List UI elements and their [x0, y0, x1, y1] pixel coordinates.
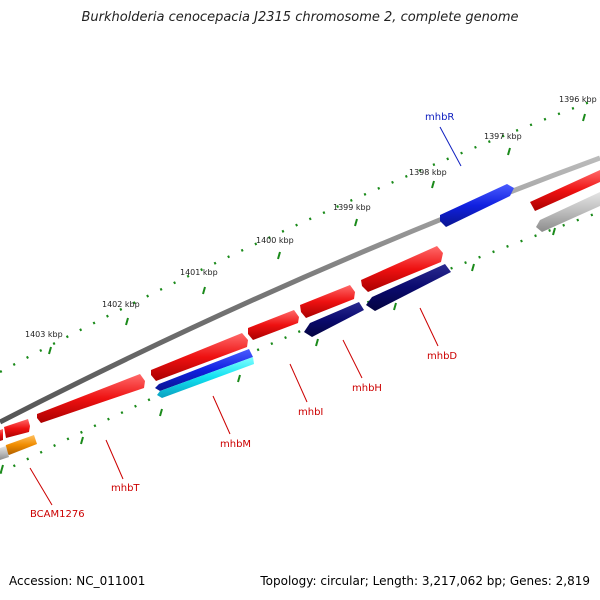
label-leaders — [29, 126, 462, 506]
gene-reverse[interactable] — [0, 446, 9, 460]
gene-reverse[interactable] — [536, 192, 600, 232]
gene-forward[interactable] — [0, 429, 3, 441]
gene-label-mhbR[interactable]: mhbR — [425, 112, 454, 123]
gene-reverse-mhbR[interactable] — [440, 184, 514, 227]
tick-label: 1402 kbp — [102, 300, 140, 309]
tick-label: 1400 kbp — [256, 236, 294, 245]
gene-reverse[interactable] — [304, 302, 364, 337]
forward-genes — [0, 170, 600, 441]
tick-label: 1397 kbp — [484, 132, 522, 141]
gene-forward[interactable] — [361, 246, 443, 292]
outer-ruler-ticks — [48, 113, 586, 355]
gene-label-mhbT[interactable]: mhbT — [111, 483, 140, 494]
genome-summary-text: Topology: circular; Length: 3,217,062 bp… — [260, 574, 590, 588]
gene-forward[interactable] — [300, 285, 355, 318]
tick-label: 1401 kbp — [180, 268, 218, 277]
inner-ruler — [0, 210, 600, 475]
tick-label: 1398 kbp — [409, 168, 447, 177]
leader-mhbD — [419, 307, 439, 347]
gene-reverse-BCAM1276[interactable] — [4, 435, 37, 455]
gene-forward[interactable] — [151, 333, 248, 381]
gene-forward[interactable] — [4, 419, 30, 438]
map-title: Burkholderia cenocepacia J2315 chromosom… — [81, 10, 519, 25]
gene-forward[interactable] — [530, 170, 600, 211]
tick-label: 1396 kbp — [559, 95, 597, 104]
gene-reverse[interactable] — [155, 349, 253, 391]
leader-mhbM — [212, 395, 231, 435]
reverse-genes — [0, 184, 600, 460]
gene-labels: mhbR mhbD mhbH mhbI mhbM mhbT BCAM1276 — [30, 112, 457, 520]
gene-label-mhbM[interactable]: mhbM — [220, 439, 251, 450]
gene-label-mhbI[interactable]: mhbI — [298, 407, 323, 418]
ruler-tick-labels: 1396 kbp 1397 kbp 1398 kbp 1399 kbp 1400… — [25, 95, 597, 339]
leader-mhbI — [289, 363, 308, 403]
gene-reverse[interactable] — [157, 357, 254, 398]
gene-label-BCAM1276[interactable]: BCAM1276 — [30, 509, 85, 520]
leader-mhbR — [439, 126, 462, 167]
gene-reverse[interactable] — [366, 264, 451, 311]
genome-backbone — [0, 155, 600, 425]
accession-text: Accession: NC_011001 — [9, 574, 146, 588]
tick-label: 1403 kbp — [25, 330, 63, 339]
gene-label-mhbH[interactable]: mhbH — [352, 383, 382, 394]
gene-label-mhbD[interactable]: mhbD — [427, 351, 457, 362]
leader-mhbT — [105, 439, 124, 480]
tick-label: 1399 kbp — [333, 203, 371, 212]
leader-BCAM1276 — [29, 467, 53, 506]
inner-ruler-ticks — [0, 227, 556, 473]
leader-mhbH — [342, 339, 363, 379]
gene-forward[interactable] — [37, 374, 145, 423]
gene-forward[interactable] — [248, 310, 299, 340]
